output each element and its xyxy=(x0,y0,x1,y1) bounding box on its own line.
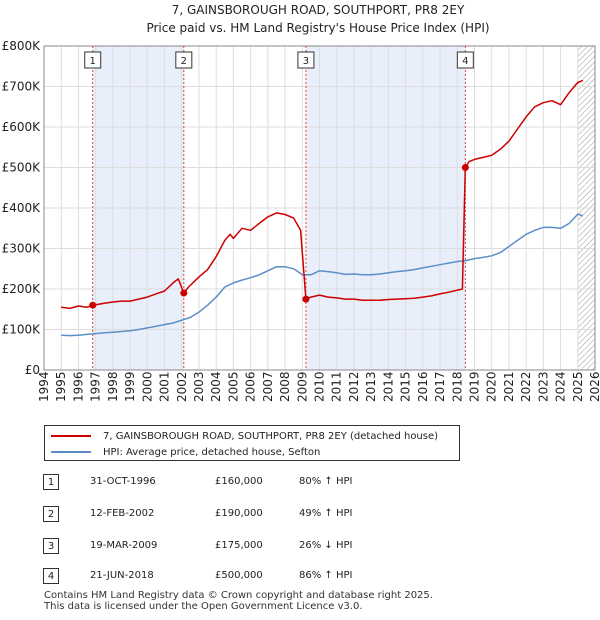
y-tick-label: £200K xyxy=(2,282,42,296)
sale-marker-label: 3 xyxy=(303,56,309,67)
sale-row: 1 31-OCT-1996 £160,000 80% ↑ HPI xyxy=(43,474,463,492)
x-tick-label: 2008 xyxy=(278,371,292,402)
y-tick-label: £100K xyxy=(2,323,42,337)
x-tick-label: 2024 xyxy=(554,371,568,402)
x-tick-label: 2014 xyxy=(381,371,395,402)
sale-date: 19-MAR-2009 xyxy=(90,540,158,551)
sale-number-badge: 1 xyxy=(43,474,59,490)
x-tick-label: 2012 xyxy=(347,371,361,402)
x-tick-label: 2021 xyxy=(502,371,516,402)
sale-hpi-change: 86% ↑ HPI xyxy=(299,570,353,581)
y-tick-label: £500K xyxy=(2,161,42,175)
sale-point xyxy=(302,295,310,303)
x-tick-label: 2004 xyxy=(209,371,223,402)
sale-marker-box xyxy=(456,51,474,69)
x-tick-label: 2020 xyxy=(485,371,499,402)
x-tick-label: 2016 xyxy=(416,371,430,402)
x-tick-label: 1999 xyxy=(123,371,137,402)
x-tick-label: 2019 xyxy=(467,371,481,402)
sale-marker-label: 1 xyxy=(90,56,96,67)
legend-swatch-hpi xyxy=(51,451,91,453)
x-tick-label: 2001 xyxy=(158,371,172,402)
x-tick-label: 2026 xyxy=(588,371,600,402)
y-tick-label: £600K xyxy=(2,120,42,134)
series-line xyxy=(61,79,584,310)
sale-row: 3 19-MAR-2009 £175,000 26% ↓ HPI xyxy=(43,538,463,556)
x-tick-label: 2011 xyxy=(330,371,344,402)
price-chart: 7, GAINSBOROUGH ROAD, SOUTHPORT, PR8 2EY… xyxy=(2,3,600,402)
legend-item-hpi: HPI: Average price, detached house, Seft… xyxy=(51,445,320,459)
x-tick-label: 2013 xyxy=(364,371,378,402)
footer-attribution: Contains HM Land Registry data © Crown c… xyxy=(44,590,433,612)
sale-number-badge: 3 xyxy=(43,538,59,554)
x-tick-label: 2006 xyxy=(244,371,258,402)
sale-marker-box xyxy=(175,51,193,69)
sale-price: £175,000 xyxy=(215,540,263,551)
sale-date: 21-JUN-2018 xyxy=(90,570,154,581)
legend-swatch-property xyxy=(51,435,91,437)
x-tick-label: 1994 xyxy=(37,371,51,402)
sale-point xyxy=(180,289,188,297)
plot-frame xyxy=(43,45,596,371)
x-tick-label: 2009 xyxy=(295,371,309,402)
sale-hpi-change: 80% ↑ HPI xyxy=(299,476,353,487)
x-tick-label: 2007 xyxy=(261,371,275,402)
legend-item-property: 7, GAINSBOROUGH ROAD, SOUTHPORT, PR8 2EY… xyxy=(51,429,438,443)
y-tick-label: £700K xyxy=(2,80,42,94)
sale-point xyxy=(89,301,97,309)
x-tick-label: 1996 xyxy=(71,371,85,402)
sale-hpi-change: 26% ↓ HPI xyxy=(299,540,353,551)
footer-line-1: Contains HM Land Registry data © Crown c… xyxy=(44,590,433,601)
chart-title: 7, GAINSBOROUGH ROAD, SOUTHPORT, PR8 2EY xyxy=(172,3,465,17)
y-tick-label: £300K xyxy=(2,242,42,256)
x-tick-label: 2005 xyxy=(226,371,240,402)
sale-hpi-change: 49% ↑ HPI xyxy=(299,508,353,519)
sale-marker-label: 2 xyxy=(181,56,187,67)
sale-number-badge: 2 xyxy=(43,506,59,522)
sale-row: 4 21-JUN-2018 £500,000 86% ↑ HPI xyxy=(43,568,463,586)
sale-price: £190,000 xyxy=(215,508,263,519)
x-tick-label: 2025 xyxy=(571,371,585,402)
chart-subtitle: Price paid vs. HM Land Registry's House … xyxy=(146,21,489,35)
legend-label-hpi: HPI: Average price, detached house, Seft… xyxy=(103,446,321,458)
x-tick-label: 2022 xyxy=(519,371,533,402)
y-tick-label: £400K xyxy=(2,201,42,215)
x-tick-label: 1995 xyxy=(54,371,68,402)
footer-line-2: This data is licensed under the Open Gov… xyxy=(44,601,363,612)
x-tick-label: 2018 xyxy=(450,371,464,402)
x-tick-label: 2000 xyxy=(140,371,154,402)
sale-price: £160,000 xyxy=(215,476,263,487)
x-tick-label: 2023 xyxy=(536,371,550,402)
sale-number-badge: 4 xyxy=(43,568,59,584)
sale-date: 12-FEB-2002 xyxy=(90,508,155,519)
sale-point xyxy=(461,164,469,171)
x-tick-label: 2003 xyxy=(192,371,206,402)
legend-label-property: 7, GAINSBOROUGH ROAD, SOUTHPORT, PR8 2EY… xyxy=(103,430,439,442)
sale-row: 2 12-FEB-2002 £190,000 49% ↑ HPI xyxy=(43,506,463,524)
x-tick-label: 1998 xyxy=(106,371,120,402)
sale-marker-box xyxy=(84,51,102,69)
sale-marker-label: 4 xyxy=(462,56,468,67)
x-tick-label: 1997 xyxy=(89,371,103,402)
x-tick-label: 2010 xyxy=(313,371,327,402)
legend: 7, GAINSBOROUGH ROAD, SOUTHPORT, PR8 2EY… xyxy=(44,425,460,461)
sale-marker-box xyxy=(297,51,315,69)
y-tick-label: £0 xyxy=(25,363,40,377)
sale-date: 31-OCT-1996 xyxy=(90,476,156,487)
x-tick-label: 2017 xyxy=(433,371,447,402)
x-tick-label: 2002 xyxy=(175,371,189,402)
x-tick-label: 2015 xyxy=(399,371,413,402)
y-tick-label: £800K xyxy=(2,39,42,53)
sale-price: £500,000 xyxy=(215,570,263,581)
series-line xyxy=(61,213,584,337)
